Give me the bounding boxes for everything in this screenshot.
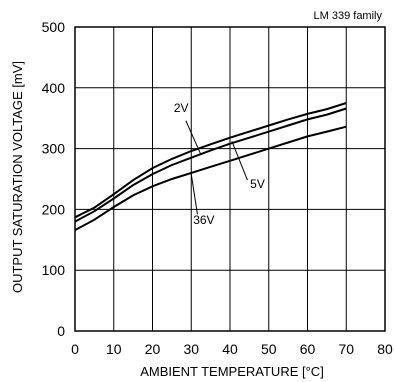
x-tick-label: 20 (145, 341, 161, 357)
series-5v-leader (231, 141, 248, 181)
x-axis-title: AMBIENT TEMPERATURE [°C] (140, 364, 324, 379)
series-5v-label: 5V (250, 177, 265, 191)
x-tick-labels: 0 10 20 30 40 50 60 70 80 (71, 341, 393, 357)
y-tick-label: 100 (42, 262, 66, 278)
x-tick-label: 10 (106, 341, 122, 357)
series-line-5v (74, 107, 347, 223)
x-tick-label: 50 (261, 341, 277, 357)
x-tick-label: 70 (338, 341, 354, 357)
series-line-36v (74, 125, 347, 231)
series-36v-leader (190, 174, 198, 215)
x-tick-label: 0 (71, 341, 79, 357)
series-2v-leader (185, 120, 202, 155)
family-annotation: LM 339 family (314, 10, 383, 22)
series-lines (74, 102, 347, 231)
grid-lines (74, 26, 386, 332)
y-tick-labels: 0 100 200 300 400 500 (42, 19, 66, 339)
series-labels: 2V 5V 36V (174, 101, 265, 227)
x-tick-label: 60 (300, 341, 316, 357)
x-tick-label: 80 (377, 341, 393, 357)
series-line-2v (74, 102, 347, 219)
y-tick-label: 500 (42, 19, 66, 35)
x-tick-label: 40 (222, 341, 238, 357)
y-tick-label: 200 (42, 201, 66, 217)
y-tick-label: 0 (57, 323, 65, 339)
series-2v-label: 2V (174, 101, 189, 115)
plot-frame (74, 26, 386, 332)
series-36v-label: 36V (193, 213, 214, 227)
y-axis-title: OUTPUT SATURATION VOLTAGE [mV] (10, 61, 25, 293)
y-tick-label: 300 (42, 141, 66, 157)
y-tick-label: 400 (42, 80, 66, 96)
x-tick-label: 30 (183, 341, 199, 357)
